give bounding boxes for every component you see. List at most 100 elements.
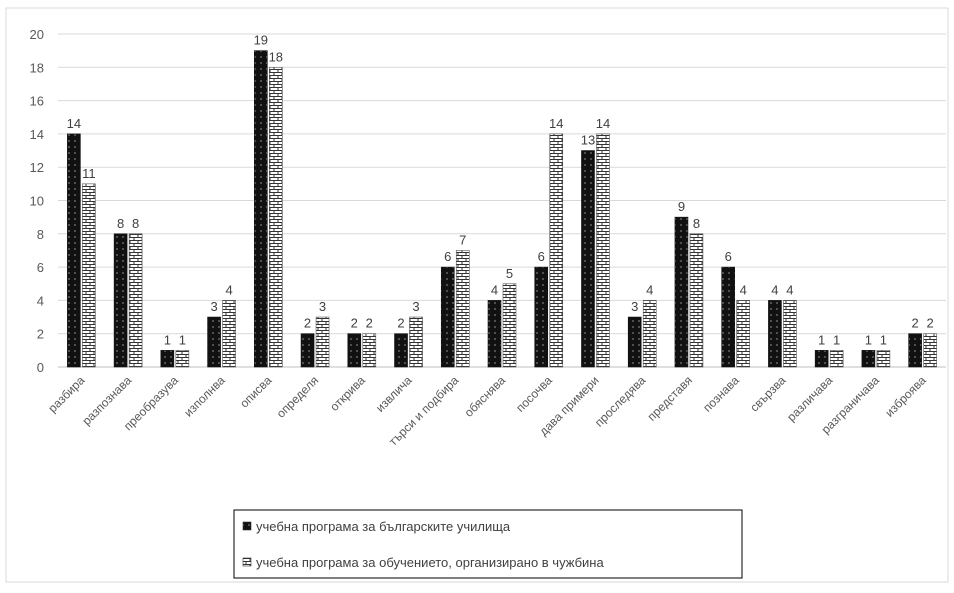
- data-label-series-2: 1: [833, 332, 840, 347]
- y-tick-label: 14: [30, 127, 44, 142]
- bar-series-2: [829, 350, 844, 368]
- bar-series-1: [581, 150, 595, 368]
- data-label-series-1: 3: [631, 299, 638, 314]
- y-axis: 0 2 4 6 8 10 12 14 16 18 20: [30, 27, 44, 375]
- data-label-series-1: 9: [678, 199, 685, 214]
- bar-series-1: [768, 300, 782, 368]
- bar-series-1: [534, 266, 549, 368]
- data-label-series-2: 8: [693, 216, 700, 231]
- y-tick-label: 12: [30, 160, 44, 175]
- bar-series-1: [207, 316, 221, 368]
- y-tick-label: 18: [30, 60, 44, 75]
- bar-series-2: [222, 300, 236, 368]
- bar-series-2: [736, 300, 750, 368]
- data-label-series-2: 18: [269, 49, 283, 64]
- bar-series-2: [269, 67, 283, 368]
- bar-series-2: [549, 133, 564, 368]
- bar-series-2: [596, 133, 610, 368]
- data-label-series-1: 14: [67, 116, 81, 131]
- chart-border: [5, 7, 949, 583]
- bar-series-1: [721, 266, 735, 368]
- data-label-series-2: 11: [82, 166, 96, 181]
- bar-series-2: [362, 333, 377, 368]
- data-label-series-1: 1: [818, 332, 825, 347]
- legend-swatch-series-2: [242, 557, 252, 567]
- y-tick-label: 0: [37, 360, 44, 375]
- legend-label-series-1: учебна програма за българските училища: [256, 519, 511, 534]
- y-tick-label: 6: [37, 260, 44, 275]
- bar-series-2: [783, 300, 797, 368]
- data-label-series-1: 3: [210, 299, 217, 314]
- legend-label-series-2: учебна програма за обучението, организир…: [256, 555, 604, 570]
- data-label-series-1: 6: [538, 249, 545, 264]
- data-label-series-1: 6: [444, 249, 451, 264]
- data-label-series-2: 3: [319, 299, 326, 314]
- data-label-series-1: 8: [117, 216, 124, 231]
- data-label-series-1: 2: [397, 316, 404, 331]
- y-tick-label: 2: [37, 327, 44, 342]
- data-label-series-2: 2: [927, 316, 934, 331]
- bars: [67, 50, 937, 368]
- bar-series-2: [642, 300, 657, 368]
- y-tick-label: 16: [30, 94, 44, 109]
- bar-series-2: [876, 350, 891, 368]
- legend: учебна програма за българските училища уч…: [233, 509, 743, 579]
- bar-series-2: [315, 316, 330, 368]
- bar-series-1: [440, 266, 455, 368]
- legend-swatch-series-1: [242, 521, 252, 531]
- data-label-series-2: 7: [459, 232, 466, 247]
- data-label-series-1: 6: [725, 249, 732, 264]
- y-tick-label: 10: [30, 194, 44, 209]
- data-label-series-2: 14: [549, 116, 563, 131]
- data-label-series-1: 1: [865, 332, 872, 347]
- data-label-series-2: 8: [132, 216, 139, 231]
- y-tick-label: 8: [37, 227, 44, 242]
- bar-series-1: [908, 333, 922, 368]
- data-label-series-1: 1: [164, 332, 171, 347]
- data-label-series-2: 4: [225, 282, 232, 297]
- bar-series-2: [923, 333, 937, 368]
- y-tick-label: 4: [37, 293, 44, 308]
- bar-series-1: [487, 300, 502, 368]
- bar-series-1: [394, 333, 408, 368]
- gridlines: [58, 33, 946, 368]
- data-label-series-2: 4: [646, 282, 653, 297]
- data-label-series-2: 14: [596, 116, 610, 131]
- data-label-series-1: 2: [304, 316, 311, 331]
- bar-series-1: [627, 316, 642, 368]
- data-label-series-1: 19: [254, 33, 268, 48]
- data-label-series-2: 4: [786, 282, 793, 297]
- bar-series-2: [128, 233, 143, 368]
- bar-series-1: [814, 350, 829, 368]
- data-label-series-1: 4: [771, 282, 778, 297]
- bar-series-1: [254, 50, 268, 368]
- data-label-series-2: 3: [412, 299, 419, 314]
- data-label-series-2: 4: [740, 282, 747, 297]
- data-label-series-2: 1: [179, 332, 186, 347]
- bar-series-2: [409, 316, 423, 368]
- bar-series-1: [347, 333, 362, 368]
- bar-series-1: [861, 350, 876, 368]
- bar-series-1: [160, 350, 175, 368]
- legend-box: [233, 509, 743, 579]
- bar-series-2: [175, 350, 190, 368]
- y-tick-label: 20: [30, 27, 44, 42]
- bar-series-1: [113, 233, 128, 368]
- bar-series-1: [67, 133, 81, 368]
- bar-series-2: [502, 283, 517, 368]
- data-label-series-2: 2: [366, 316, 373, 331]
- data-label-series-1: 4: [491, 282, 498, 297]
- bar-series-1: [674, 216, 689, 368]
- data-label-series-1: 13: [581, 133, 595, 148]
- data-label-series-1: 2: [351, 316, 358, 331]
- data-label-series-2: 1: [880, 332, 887, 347]
- bar-series-2: [455, 250, 470, 368]
- bar-series-1: [300, 333, 315, 368]
- data-label-series-2: 5: [506, 266, 513, 281]
- bar-series-2: [82, 183, 96, 368]
- bar-series-2: [689, 233, 704, 368]
- data-label-series-1: 2: [912, 316, 919, 331]
